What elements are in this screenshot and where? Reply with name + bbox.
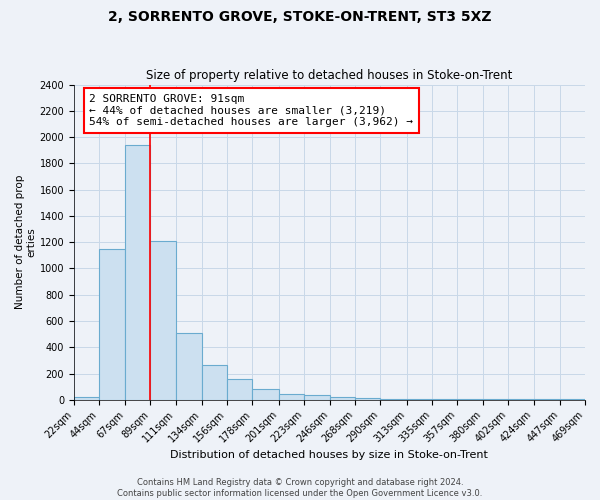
Bar (355, 398, 380, 400)
Bar (202, 365, 227, 400)
Bar (252, 390, 278, 400)
Bar (99, 248, 125, 400)
Bar (330, 397, 355, 400)
Bar (151, 241, 176, 400)
Bar (407, 399, 432, 400)
Bar (74, 396, 99, 400)
X-axis label: Distribution of detached houses by size in Stoke-on-Trent: Distribution of detached houses by size … (170, 450, 488, 460)
Title: Size of property relative to detached houses in Stoke-on-Trent: Size of property relative to detached ho… (146, 69, 512, 82)
Bar (380, 399, 407, 400)
Bar (125, 145, 151, 400)
Text: 2, SORRENTO GROVE, STOKE-ON-TRENT, ST3 5XZ: 2, SORRENTO GROVE, STOKE-ON-TRENT, ST3 5… (108, 10, 492, 24)
Bar (176, 333, 202, 400)
Bar (304, 395, 330, 400)
Bar (227, 380, 252, 400)
Text: 2 SORRENTO GROVE: 91sqm
← 44% of detached houses are smaller (3,219)
54% of semi: 2 SORRENTO GROVE: 91sqm ← 44% of detache… (89, 94, 413, 127)
Text: Contains HM Land Registry data © Crown copyright and database right 2024.
Contai: Contains HM Land Registry data © Crown c… (118, 478, 482, 498)
Y-axis label: Number of detached prop
erties: Number of detached prop erties (15, 175, 37, 310)
Bar (278, 394, 304, 400)
